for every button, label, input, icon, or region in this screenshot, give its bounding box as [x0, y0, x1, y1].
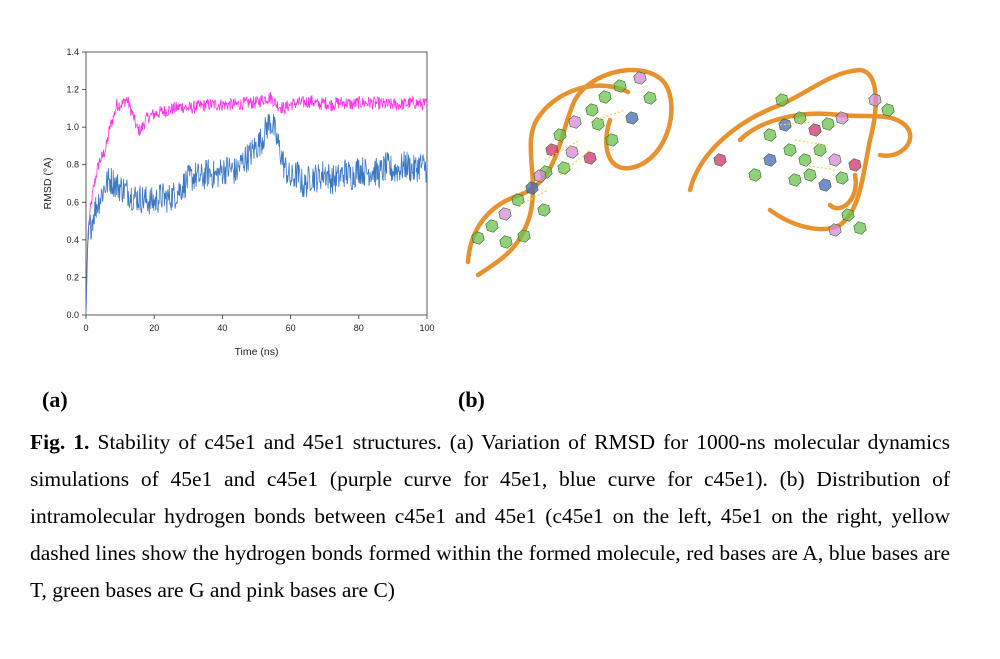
base-right: [813, 143, 827, 157]
base-left: [605, 133, 619, 147]
y-tick-label: 1.0: [66, 122, 79, 132]
base-right: [803, 168, 817, 182]
base-left: [633, 71, 647, 85]
panel-label-b: (b): [458, 387, 485, 412]
base-left: [625, 111, 639, 125]
base-left: [557, 161, 571, 175]
base-left: [583, 151, 597, 165]
y-tick-label: 0.6: [66, 197, 79, 207]
backbone-right-strand-2: [737, 111, 913, 211]
base-left: [533, 169, 547, 183]
x-tick-label: 0: [83, 323, 88, 333]
base-right: [793, 111, 807, 125]
x-tick-label: 20: [149, 323, 159, 333]
y-tick-label: 0.2: [66, 272, 79, 282]
caption-label: Fig. 1.: [30, 430, 90, 454]
base-right: [713, 153, 727, 167]
base-right: [868, 93, 882, 107]
y-axis-label: RMSD (°A): [42, 157, 54, 209]
y-tick-label: 0.8: [66, 160, 79, 170]
base-left: [537, 203, 551, 217]
base-right: [848, 158, 862, 172]
base-right: [835, 111, 849, 125]
base-right: [808, 123, 822, 137]
base-right: [798, 153, 812, 167]
backbone-left-strand-1: [465, 67, 674, 265]
base-left: [545, 143, 559, 157]
base-right: [881, 103, 895, 117]
base-left: [511, 193, 525, 207]
base-left: [525, 181, 539, 195]
base-left: [517, 229, 531, 243]
x-tick-label: 100: [419, 323, 434, 333]
caption-text: Stability of c45e1 and 45e1 structures. …: [30, 430, 950, 602]
y-tick-label: 0.0: [66, 310, 79, 320]
base-left: [565, 145, 579, 159]
base-left: [499, 235, 513, 249]
base-left: [585, 103, 599, 117]
x-axis-label: Time (ns): [235, 346, 279, 358]
base-left: [553, 128, 567, 142]
45e1-structure: [687, 67, 913, 237]
base-left: [568, 115, 582, 129]
base-right: [853, 221, 867, 235]
y-tick-label: 1.2: [66, 85, 79, 95]
base-right: [763, 153, 777, 167]
base-left: [643, 91, 657, 105]
base-right: [841, 208, 855, 222]
base-right: [788, 173, 802, 187]
y-tick-label: 0.4: [66, 235, 79, 245]
base-left: [613, 79, 627, 93]
x-tick-label: 40: [217, 323, 227, 333]
series-line-2: [85, 113, 428, 316]
base-left: [591, 117, 605, 131]
base-left: [498, 207, 512, 221]
hbond-right: [779, 121, 836, 171]
hbond-left: [519, 109, 626, 206]
base-right: [828, 223, 842, 237]
base-right: [783, 143, 797, 157]
x-tick-label: 80: [354, 323, 364, 333]
base-right: [763, 128, 777, 142]
plot-frame: [85, 51, 428, 316]
base-right: [835, 171, 849, 185]
series-line-1: [85, 92, 428, 316]
x-tick-label: 60: [286, 323, 296, 333]
figure-caption: Fig. 1. Stability of c45e1 and 45e1 stru…: [30, 424, 950, 609]
backbone-left-strand-2: [475, 83, 631, 278]
base-right: [748, 168, 762, 182]
panel-label-a: (a): [42, 387, 68, 412]
base-left: [598, 90, 612, 104]
c45e1-structure: [465, 67, 674, 278]
base-right: [818, 178, 832, 192]
base-left: [471, 231, 485, 245]
base-right: [828, 153, 842, 167]
base-right: [775, 93, 789, 107]
backbone-right-strand-1: [687, 67, 878, 232]
base-right: [821, 117, 835, 131]
base-left: [485, 219, 499, 233]
y-tick-label: 1.4: [66, 47, 79, 57]
